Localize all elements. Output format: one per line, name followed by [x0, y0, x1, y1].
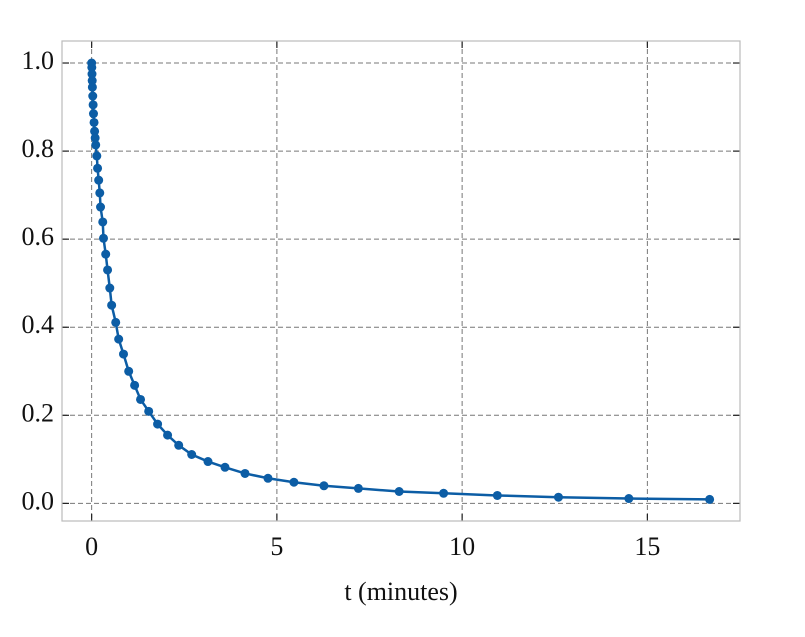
- data-point: [263, 473, 273, 483]
- y-tick-label: 0.6: [22, 222, 55, 251]
- data-point: [87, 62, 97, 72]
- data-point: [319, 481, 329, 491]
- data-point: [124, 366, 134, 376]
- data-point: [103, 265, 113, 275]
- plot-frame: [61, 40, 741, 522]
- data-point: [87, 82, 97, 92]
- x-tick-label: 0: [85, 532, 98, 561]
- data-point: [89, 117, 99, 127]
- data-point: [203, 457, 213, 467]
- data-point: [95, 188, 105, 198]
- data-point: [114, 334, 124, 344]
- data-point: [144, 406, 154, 416]
- data-point: [119, 349, 129, 359]
- data-point: [153, 419, 163, 429]
- data-line: [90, 62, 710, 501]
- data-point: [553, 492, 563, 502]
- data-point: [187, 450, 197, 460]
- data-point: [439, 488, 449, 498]
- data-point: [96, 202, 106, 212]
- x-tick-label: 10: [449, 532, 475, 561]
- data-point: [240, 468, 250, 478]
- data-point: [705, 494, 715, 504]
- y-tick-label: 0.2: [22, 398, 55, 427]
- data-point: [353, 483, 363, 493]
- x-tick-label: 5: [270, 532, 283, 561]
- data-point: [111, 317, 121, 327]
- data-point: [94, 175, 104, 185]
- data-point: [492, 490, 502, 500]
- data-point: [90, 133, 100, 143]
- data-point: [101, 249, 111, 259]
- data-point: [105, 283, 115, 293]
- data-point: [98, 233, 108, 243]
- data-point: [91, 140, 101, 150]
- data-point: [98, 217, 108, 227]
- data-point: [220, 462, 230, 472]
- data-point: [87, 76, 97, 86]
- data-point: [87, 69, 97, 79]
- data-point: [107, 300, 117, 310]
- y-tick-label: 0.0: [22, 486, 55, 515]
- x-axis-label: t (minutes): [344, 577, 457, 606]
- data-point: [163, 430, 173, 440]
- data-point: [88, 91, 98, 101]
- data-point: [88, 109, 98, 119]
- data-point: [289, 477, 299, 487]
- data-point: [88, 100, 98, 110]
- data-point: [90, 126, 100, 136]
- data-point: [130, 380, 140, 390]
- y-tick-label: 1.0: [22, 46, 55, 75]
- data-point: [174, 440, 184, 450]
- data-point: [624, 494, 634, 504]
- data-point: [93, 163, 103, 173]
- y-tick-label: 0.4: [22, 310, 55, 339]
- data-point: [394, 486, 404, 496]
- y-tick-label: 0.8: [22, 134, 55, 163]
- x-tick-label: 15: [634, 532, 660, 561]
- data-point: [136, 394, 146, 404]
- data-point: [92, 151, 102, 161]
